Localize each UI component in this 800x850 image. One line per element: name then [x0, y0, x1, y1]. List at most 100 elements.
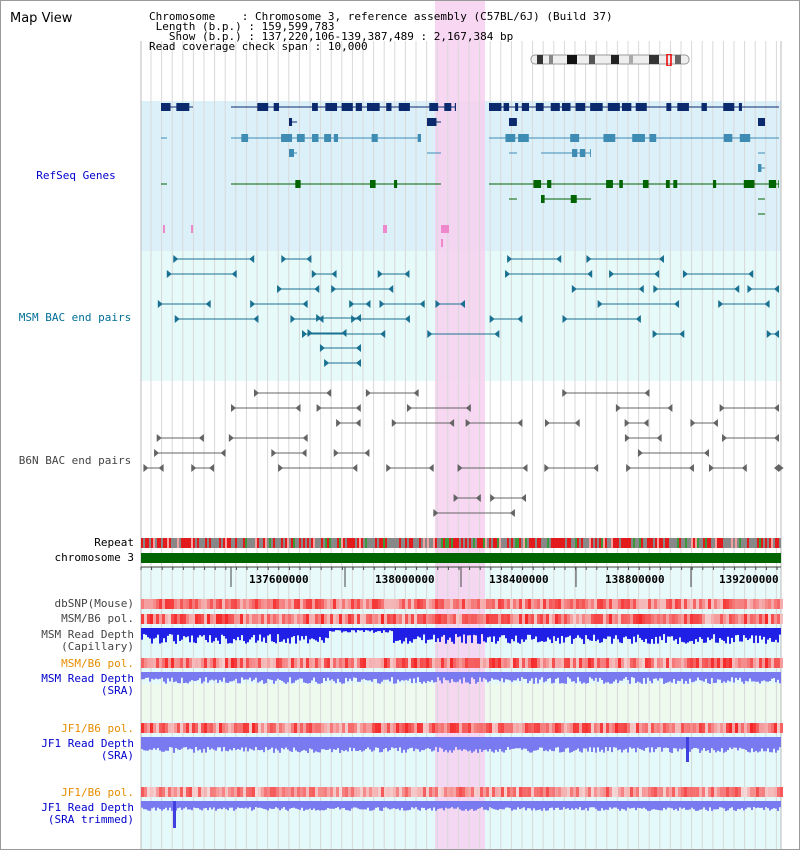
depth-bar: [445, 628, 447, 644]
bac-end-marker: [615, 404, 621, 412]
repeat-bin: [607, 538, 609, 548]
heat-bin: [759, 787, 762, 797]
heat-bin: [291, 723, 294, 733]
heat-bin: [669, 599, 672, 609]
heat-bin: [609, 599, 612, 609]
depth-bar: [255, 628, 257, 643]
heat-bin: [162, 723, 165, 733]
heat-bin: [435, 723, 438, 733]
depth-bar: [455, 672, 457, 683]
repeat-bin: [603, 538, 605, 548]
heat-bin: [678, 787, 681, 797]
track-label-refseq[interactable]: RefSeq Genes: [36, 169, 116, 182]
heat-bin: [531, 599, 534, 609]
heat-bin: [339, 599, 342, 609]
depth-bar: [475, 737, 477, 750]
heat-bin: [549, 787, 552, 797]
heat-bin: [531, 658, 534, 668]
track-label-msm-bac[interactable]: MSM BAC end pairs: [18, 311, 132, 324]
repeat-bin: [517, 538, 519, 548]
heat-bin: [204, 658, 207, 668]
depth-bar: [337, 628, 339, 631]
heat-bin: [735, 787, 738, 797]
depth-bar: [463, 737, 465, 750]
depth-bar: [715, 737, 717, 753]
heat-bin: [546, 658, 549, 668]
heat-bin: [375, 723, 378, 733]
repeat-bin: [701, 538, 703, 548]
repeat-bin: [255, 538, 257, 548]
heat-bin: [465, 723, 468, 733]
gene-exon: [570, 195, 577, 203]
heat-bin: [447, 614, 450, 624]
depth-bar: [281, 801, 283, 809]
depth-bar: [653, 737, 655, 753]
heat-bin: [327, 614, 330, 624]
heat-bin: [420, 658, 423, 668]
depth-bar: [439, 628, 441, 642]
heat-bin: [750, 787, 753, 797]
depth-bar: [453, 737, 455, 751]
depth-bar: [533, 801, 535, 809]
depth-bar: [303, 672, 305, 683]
heat-bin: [480, 614, 483, 624]
depth-bar: [223, 801, 225, 808]
depth-bar: [267, 672, 269, 679]
repeat-bin: [141, 538, 143, 548]
heat-bin: [594, 787, 597, 797]
heat-bin: [483, 614, 486, 624]
heat-bin: [444, 614, 447, 624]
depth-bar: [627, 801, 629, 808]
heat-bin: [678, 599, 681, 609]
depth-bar: [157, 628, 159, 635]
depth-bar: [579, 672, 581, 682]
depth-bar: [261, 672, 263, 681]
heat-bin: [696, 658, 699, 668]
depth-bar: [577, 672, 579, 678]
repeat-bin: [481, 538, 483, 548]
heat-bin: [711, 658, 714, 668]
depth-bar: [203, 801, 205, 809]
depth-bar: [237, 628, 239, 638]
heat-bin: [336, 614, 339, 624]
heat-bin: [285, 599, 288, 609]
gene-exon: [312, 134, 319, 142]
ideogram-position-marker: [666, 54, 672, 66]
track-label-b6n-bac[interactable]: B6N BAC end pairs: [18, 454, 132, 467]
depth-bar: [771, 628, 773, 642]
heat-bin: [516, 658, 519, 668]
heat-bin: [162, 787, 165, 797]
repeat-bin: [747, 538, 749, 548]
heat-bin: [780, 787, 783, 797]
heat-bin: [582, 599, 585, 609]
repeat-bin: [205, 538, 207, 548]
heat-bin: [756, 599, 759, 609]
depth-bar: [449, 672, 451, 683]
heat-bin: [708, 723, 711, 733]
heat-bin: [369, 599, 372, 609]
chromosome-ideogram[interactable]: [529, 54, 691, 66]
heat-bin: [147, 658, 150, 668]
depth-bar: [357, 672, 359, 682]
repeat-bin: [325, 538, 327, 548]
heat-bin: [324, 599, 327, 609]
depth-bar: [583, 737, 585, 749]
depth-bar: [719, 672, 721, 680]
heat-bin: [315, 599, 318, 609]
depth-bar: [731, 672, 733, 678]
heat-bin: [660, 599, 663, 609]
depth-bar: [661, 672, 663, 679]
depth-bar: [691, 801, 693, 808]
depth-bar: [439, 801, 441, 809]
heat-bin: [462, 658, 465, 668]
depth-bar: [297, 737, 299, 752]
depth-bar: [395, 672, 397, 684]
depth-bar: [507, 672, 509, 680]
depth-bar: [631, 801, 633, 809]
heat-bin: [198, 599, 201, 609]
repeat-bin: [529, 538, 531, 548]
depth-bar: [735, 801, 737, 811]
depth-bar: [323, 737, 325, 750]
depth-bar: [769, 628, 771, 638]
